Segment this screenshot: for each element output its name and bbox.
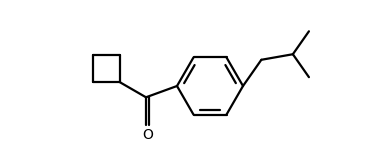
Text: O: O: [142, 128, 153, 142]
